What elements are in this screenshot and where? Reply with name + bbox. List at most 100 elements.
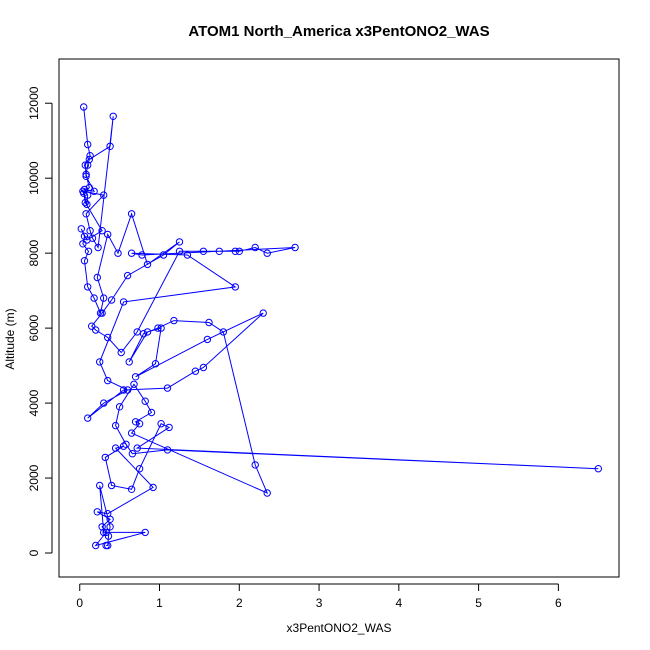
data-point: [127, 249, 136, 257]
data-point: [123, 271, 132, 280]
y-tick-label: 12000: [27, 86, 41, 120]
data-point: [101, 453, 110, 462]
data-point: [143, 260, 152, 269]
data-point: [100, 528, 108, 537]
data-point: [81, 161, 90, 169]
data-point: [79, 240, 87, 248]
data-point: [122, 440, 130, 448]
data-point: [83, 200, 91, 209]
data-point: [94, 243, 102, 252]
data-point: [106, 523, 114, 531]
data-point: [151, 360, 160, 368]
data-point: [92, 541, 100, 550]
data-point: [170, 316, 178, 325]
data-point: [114, 249, 122, 257]
data-point: [128, 450, 137, 458]
data-point: [135, 465, 144, 473]
data-point: [115, 403, 124, 411]
data-point: [119, 442, 128, 450]
x-axis-label: x3PentONO2_WAS: [287, 621, 392, 635]
data-point: [175, 247, 184, 256]
data-point: [84, 414, 92, 422]
data-point: [107, 481, 116, 490]
x-tick-label: 4: [395, 596, 402, 610]
data-point: [84, 283, 92, 291]
data-point: [98, 227, 106, 235]
data-point: [231, 283, 240, 291]
data-point: [102, 528, 110, 537]
y-tick-label: 6000: [27, 314, 41, 341]
data-point: [199, 247, 208, 256]
data-point: [102, 541, 110, 550]
data-point: [141, 397, 149, 405]
data-point: [130, 380, 138, 388]
data-point: [84, 161, 92, 169]
data-point: [205, 318, 213, 327]
x-tick-label: 3: [316, 596, 323, 610]
data-point: [127, 485, 136, 493]
data-point: [215, 247, 224, 256]
data-point: [123, 386, 132, 394]
data-point: [100, 399, 108, 407]
data-point: [100, 294, 108, 302]
data-point: [100, 191, 108, 199]
data-point: [141, 528, 149, 537]
data-point: [251, 243, 259, 252]
y-axis: 0 2000 4000 6000 8000 10000 12000: [27, 86, 53, 556]
data-point: [139, 330, 148, 338]
data-point: [235, 247, 244, 256]
data-point: [143, 328, 152, 336]
data-point: [131, 418, 140, 426]
data-point: [135, 420, 144, 428]
data-point: [98, 309, 106, 317]
data-point: [80, 185, 89, 194]
data-point: [80, 103, 88, 111]
data-point: [107, 296, 116, 304]
data-point: [157, 324, 165, 332]
data-point: [83, 236, 91, 244]
data-point: [147, 408, 156, 417]
plot-frame: [58, 58, 620, 578]
x-tick-label: 6: [555, 596, 562, 610]
data-point: [104, 230, 112, 239]
data-point: [133, 444, 141, 452]
data-point: [104, 376, 112, 385]
data-point: [104, 333, 112, 342]
data-point: [263, 489, 271, 497]
y-axis-label: Altitude (m): [3, 308, 17, 369]
data-point: [111, 444, 120, 452]
data-point: [119, 298, 128, 306]
data-point: [183, 251, 192, 259]
data-point: [125, 358, 133, 366]
data-point: [85, 183, 94, 192]
data-point: [149, 483, 157, 492]
chart-title: ATOM1 North_America x3PentONO2_WAS: [188, 23, 489, 40]
data-point: [131, 373, 140, 381]
data-point: [96, 481, 104, 490]
y-tick-label: 0: [27, 549, 41, 556]
data-point: [175, 238, 184, 246]
x-tick-label: 2: [236, 596, 243, 610]
data-point: [263, 249, 271, 257]
y-tick-label: 10000: [27, 161, 41, 195]
data-point: [127, 429, 136, 437]
data-point: [84, 247, 93, 256]
series-line: [80, 106, 599, 547]
data-point: [81, 198, 90, 207]
data-point: [86, 152, 94, 160]
data-point: [106, 515, 114, 523]
series-layer: [77, 103, 602, 550]
data-point: [93, 508, 102, 516]
data-point: [163, 446, 172, 454]
x-axis: 0 1 2 3 4 5 6: [76, 583, 562, 610]
data-point: [77, 225, 86, 233]
data-point: [80, 257, 89, 265]
y-tick-label: 8000: [27, 239, 41, 266]
data-point: [594, 465, 602, 473]
data-point: [82, 170, 90, 179]
data-point: [80, 189, 88, 197]
data-point: [159, 251, 168, 259]
data-point: [259, 309, 267, 317]
data-point: [104, 532, 113, 540]
